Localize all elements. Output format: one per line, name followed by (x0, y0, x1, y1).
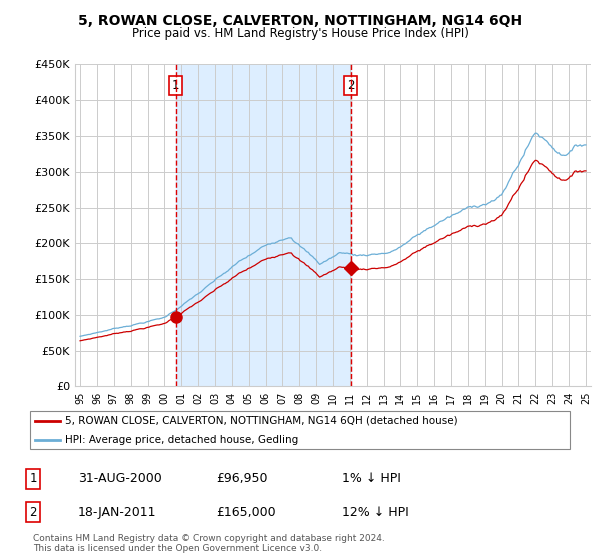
Text: 18-JAN-2011: 18-JAN-2011 (78, 506, 157, 519)
Text: £165,000: £165,000 (216, 506, 275, 519)
Text: 1: 1 (29, 472, 37, 486)
Text: Contains HM Land Registry data © Crown copyright and database right 2024.
This d: Contains HM Land Registry data © Crown c… (33, 534, 385, 553)
Text: 2: 2 (29, 506, 37, 519)
Text: 31-AUG-2000: 31-AUG-2000 (78, 472, 162, 486)
Text: Price paid vs. HM Land Registry's House Price Index (HPI): Price paid vs. HM Land Registry's House … (131, 27, 469, 40)
Bar (176, 64, 351, 386)
Text: 12% ↓ HPI: 12% ↓ HPI (342, 506, 409, 519)
FancyBboxPatch shape (30, 411, 570, 449)
Text: 1: 1 (172, 79, 179, 92)
Text: 5, ROWAN CLOSE, CALVERTON, NOTTINGHAM, NG14 6QH: 5, ROWAN CLOSE, CALVERTON, NOTTINGHAM, N… (78, 14, 522, 28)
Text: 1% ↓ HPI: 1% ↓ HPI (342, 472, 401, 486)
Text: HPI: Average price, detached house, Gedling: HPI: Average price, detached house, Gedl… (65, 435, 298, 445)
Text: 5, ROWAN CLOSE, CALVERTON, NOTTINGHAM, NG14 6QH (detached house): 5, ROWAN CLOSE, CALVERTON, NOTTINGHAM, N… (65, 416, 458, 426)
Text: 2: 2 (347, 79, 355, 92)
Text: £96,950: £96,950 (216, 472, 268, 486)
